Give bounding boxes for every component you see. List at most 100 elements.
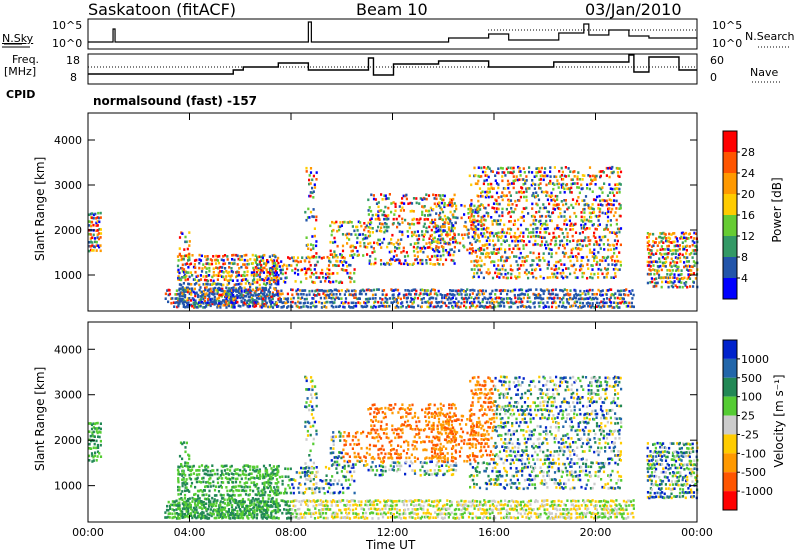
power-cell <box>192 265 196 269</box>
power-cell <box>218 299 221 303</box>
power-cell <box>619 170 623 174</box>
velocity-cell <box>274 511 277 515</box>
power-cell <box>625 301 628 305</box>
power-cell <box>302 302 305 305</box>
power-cell <box>254 261 257 264</box>
velocity-cell <box>295 512 298 516</box>
power-cell <box>255 270 259 274</box>
velocity-cell <box>249 504 252 508</box>
velocity-cell <box>191 516 194 520</box>
power-cell <box>225 306 228 309</box>
power-cell <box>232 253 235 257</box>
velocity-cell <box>353 499 356 503</box>
power-cell <box>479 256 482 259</box>
velocity-cell <box>253 505 256 509</box>
power-cell <box>649 269 652 272</box>
power-cell <box>435 292 438 295</box>
velocity-cell <box>198 469 201 472</box>
power-cell <box>240 274 243 277</box>
power-cell <box>296 288 300 291</box>
power-cell <box>427 214 430 217</box>
power-cell <box>598 186 601 190</box>
power-cell <box>474 225 477 228</box>
power-cell <box>175 301 178 304</box>
velocity-cell <box>88 430 91 433</box>
power-cell <box>669 264 672 267</box>
power-cell <box>588 211 591 215</box>
power-cell <box>213 303 216 306</box>
power-cell <box>581 239 584 243</box>
power-cell <box>281 301 284 305</box>
velocity-cell <box>277 464 280 468</box>
power-cell <box>460 233 464 237</box>
power-cell <box>208 301 211 305</box>
power-cell <box>405 197 408 201</box>
power-cell <box>216 290 219 293</box>
power-cell <box>470 227 473 230</box>
power-cell <box>275 279 278 283</box>
velocity-cell <box>219 502 222 505</box>
power-cell <box>429 221 432 224</box>
velocity-cell <box>229 511 232 515</box>
power-cell <box>353 268 356 271</box>
power-cell <box>439 234 442 237</box>
power-cell <box>578 232 582 235</box>
power-cell <box>378 222 382 225</box>
power-cell <box>515 204 518 207</box>
power-cell <box>443 301 446 305</box>
power-cell <box>412 305 415 309</box>
velocity-cell <box>309 500 312 503</box>
site-title: Saskatoon (fitACF) <box>88 0 237 19</box>
power-cell <box>579 301 582 305</box>
power-cell <box>442 301 445 305</box>
power-cell <box>490 260 493 264</box>
power-cell <box>501 191 504 194</box>
power-cell <box>674 269 678 272</box>
velocity-cell <box>88 447 91 450</box>
power-cell <box>694 261 697 265</box>
power-cell <box>485 178 488 182</box>
power-cell <box>193 278 196 281</box>
power-cell <box>612 214 616 218</box>
power-cell <box>204 266 207 269</box>
power-cell <box>309 268 312 272</box>
power-cell <box>268 274 271 277</box>
power-cell <box>387 225 390 229</box>
power-cell <box>338 228 341 232</box>
power-cell <box>509 301 512 304</box>
power-cell <box>598 170 601 174</box>
power-cell <box>213 282 216 285</box>
velocity-cell <box>252 510 255 513</box>
velocity-cell <box>299 516 302 519</box>
power-cell <box>532 194 535 198</box>
power-cell <box>251 253 254 257</box>
velocity-cell <box>90 427 94 431</box>
velocity-cell <box>270 516 273 519</box>
power-cell <box>615 242 618 246</box>
power-cell <box>674 249 677 252</box>
power-cell <box>691 249 694 252</box>
power-cell <box>485 306 488 309</box>
power-cell <box>569 293 572 296</box>
velocity-cell <box>223 515 226 519</box>
power-cell <box>360 292 363 296</box>
power-cell <box>512 166 515 170</box>
power-cell <box>669 261 672 265</box>
power-cell <box>416 255 419 258</box>
power-cell <box>627 304 630 308</box>
power-cell <box>506 289 509 293</box>
power-cell <box>473 225 476 228</box>
power-cell <box>660 240 663 243</box>
power-cell <box>459 305 462 309</box>
velocity-cell <box>209 511 212 515</box>
velocity-cell <box>254 493 257 496</box>
power-cell <box>612 231 615 234</box>
velocity-cell <box>228 516 231 520</box>
velocity-cell <box>185 503 188 507</box>
power-cell <box>604 301 607 305</box>
power-cell <box>612 244 616 247</box>
power-cell <box>512 235 515 238</box>
velocity-cell <box>323 507 326 511</box>
power-cell <box>348 238 351 241</box>
power-cell <box>687 276 690 279</box>
